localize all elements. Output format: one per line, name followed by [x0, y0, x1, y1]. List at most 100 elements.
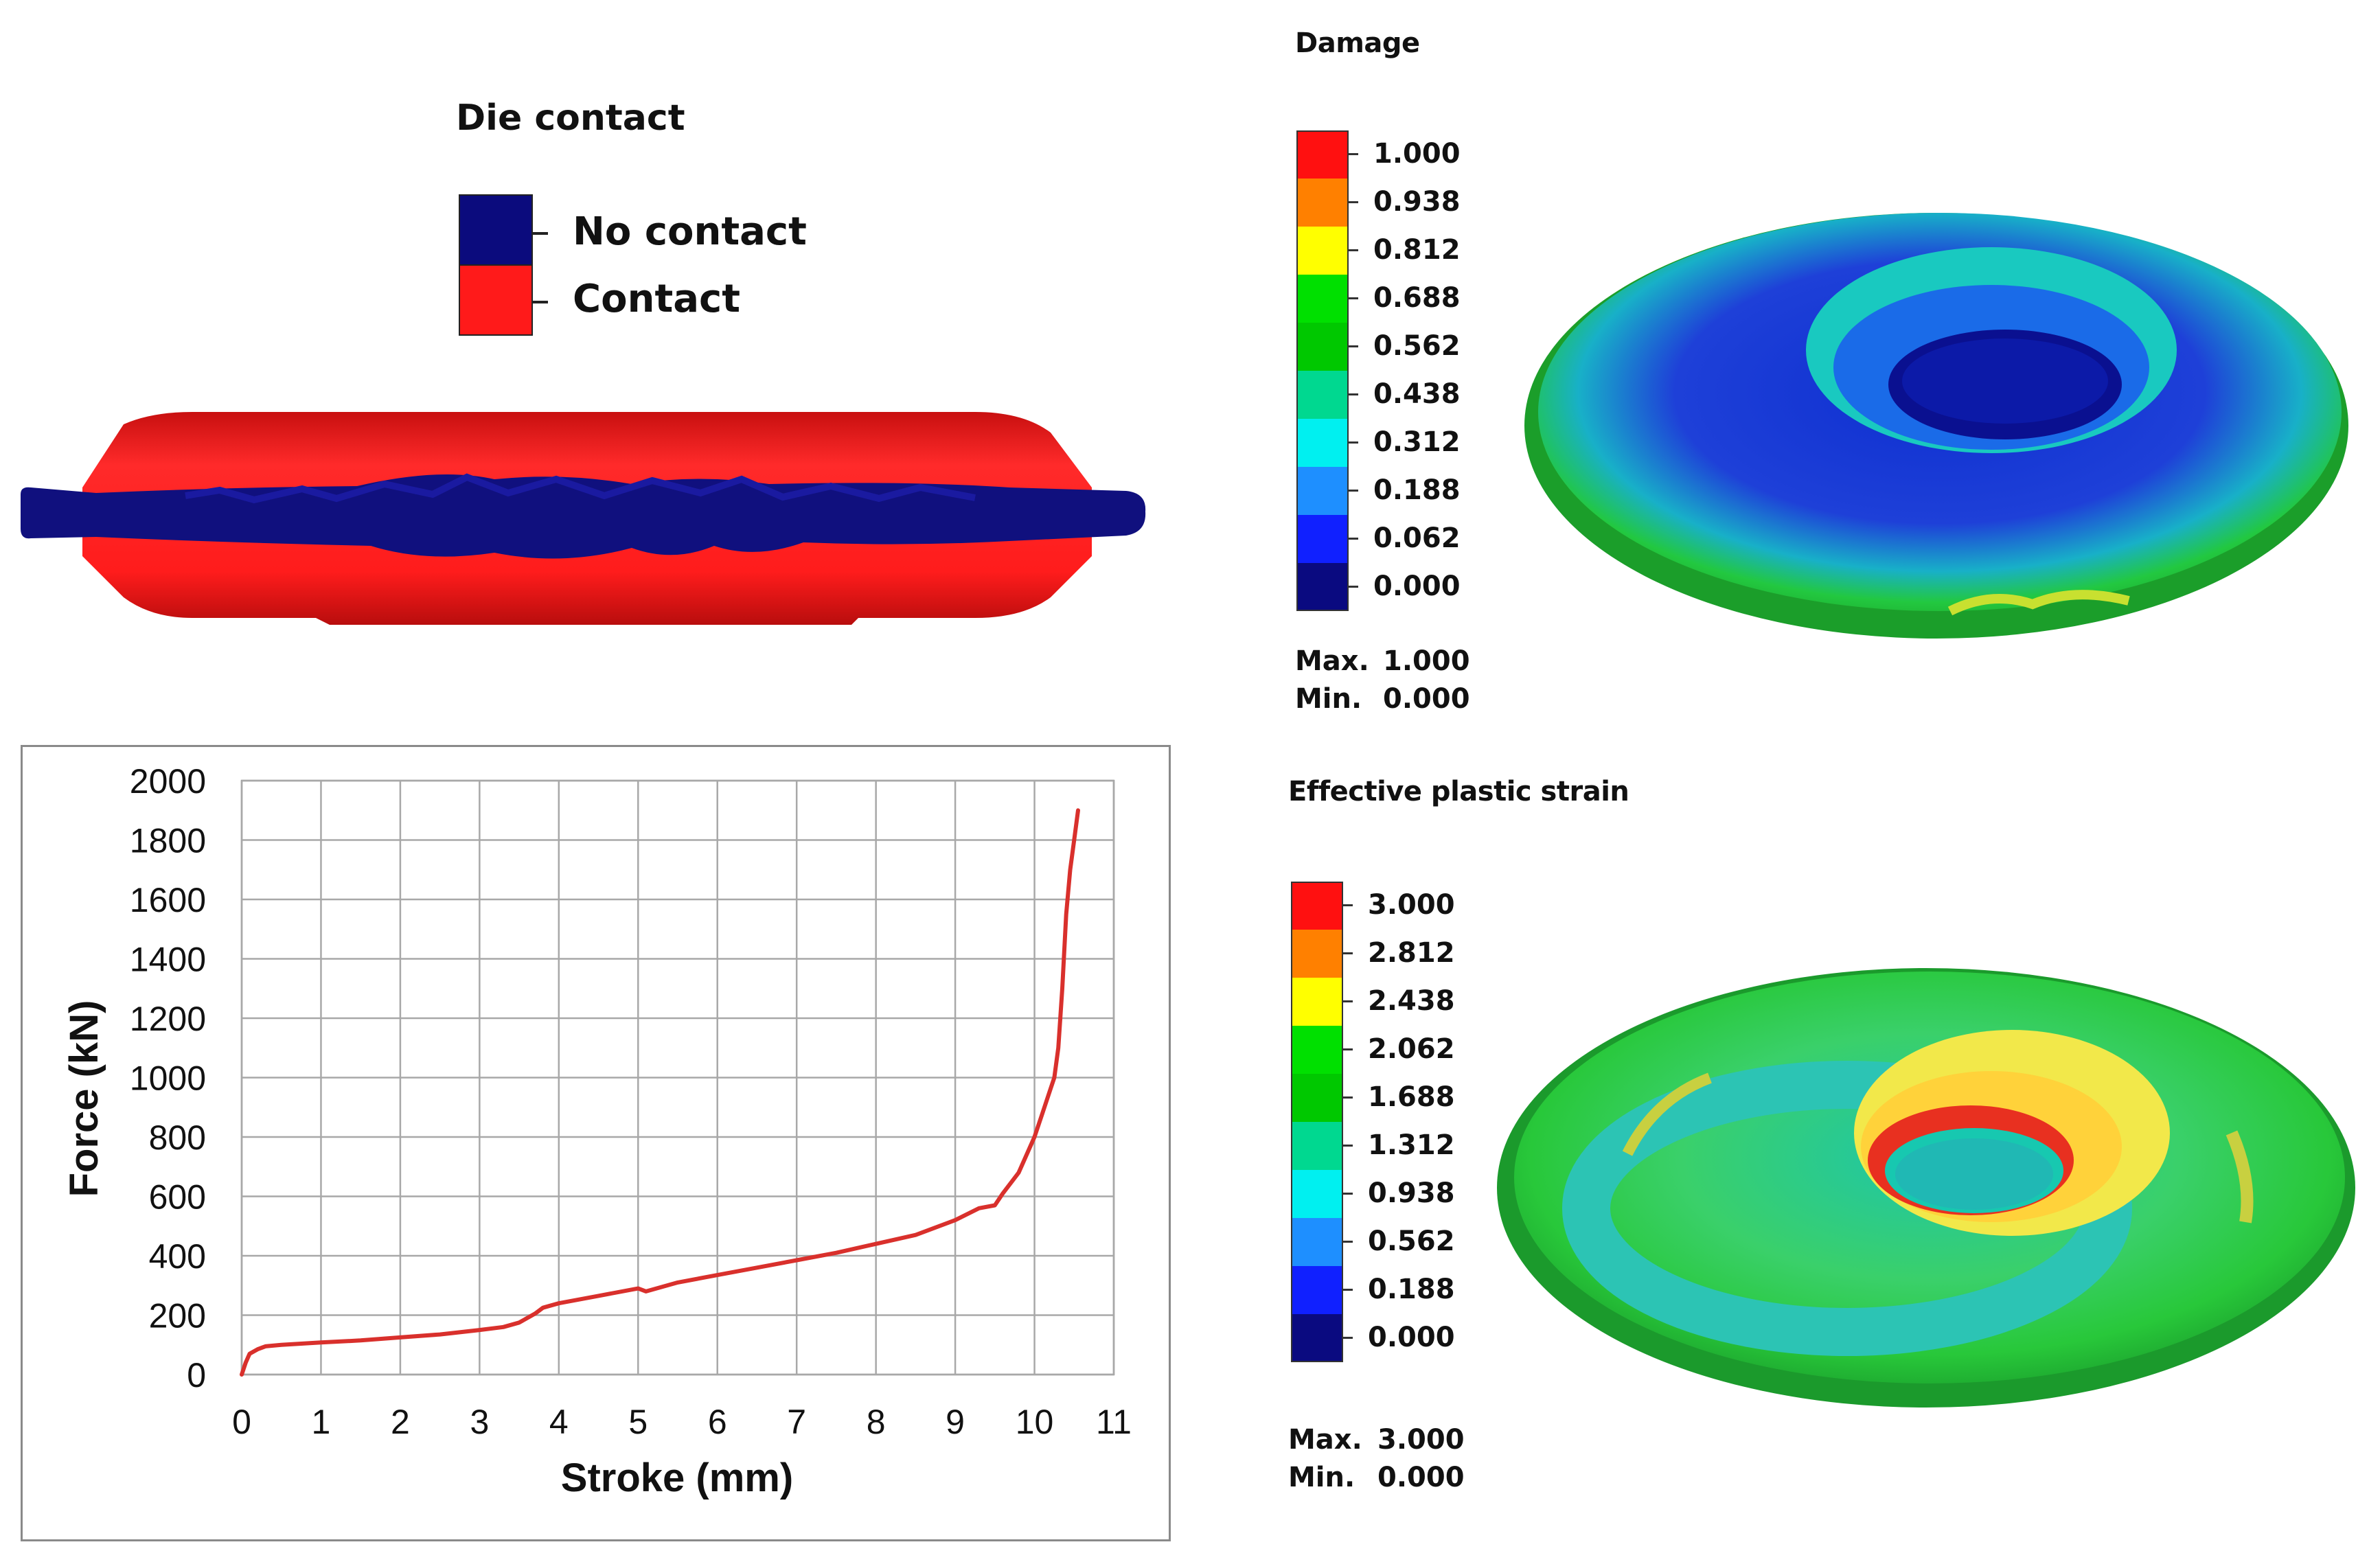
damage-scale-value: 0.562	[1373, 330, 1461, 362]
damage-scale-value: 0.062	[1373, 522, 1461, 554]
damage-scale-value: 0.688	[1373, 282, 1461, 314]
strain-scale-swatch	[1291, 882, 1343, 930]
strain-scale-tick	[1343, 1096, 1353, 1099]
damage-scale-swatch	[1296, 323, 1349, 371]
strain-scale-row: 1.688	[1291, 1074, 1469, 1122]
x-tick-label: 7	[787, 1403, 806, 1441]
strain-scale-swatch	[1291, 1074, 1343, 1122]
strain-contour-image	[1497, 968, 2355, 1408]
strain-scale-value: 0.000	[1368, 1322, 1455, 1353]
damage-scale-row: 0.000	[1296, 563, 1475, 611]
legend-tick-no-contact	[533, 232, 548, 235]
strain-scale-row: 0.562	[1291, 1218, 1469, 1266]
damage-min-value: 0.000	[1383, 683, 1470, 715]
x-tick-label: 1	[312, 1403, 331, 1441]
x-axis-title: Stroke (mm)	[561, 1456, 793, 1500]
x-tick-label: 5	[628, 1403, 648, 1441]
strain-scale-value: 0.938	[1368, 1177, 1455, 1209]
damage-scale-row: 0.688	[1296, 275, 1475, 323]
strain-max-label: Max.	[1288, 1424, 1362, 1456]
die-contact-title: Die contact	[456, 97, 685, 139]
strain-scale-value: 3.000	[1368, 889, 1455, 921]
force-stroke-chart-frame	[21, 745, 1171, 1541]
x-tick-label: 6	[708, 1403, 727, 1441]
strain-title: Effective plastic strain	[1288, 776, 1629, 807]
damage-color-scale: 1.000 0.938 0.812 0.688 0.562 0.438 0.312 0.188…	[1296, 130, 1475, 611]
strain-scale-value: 2.438	[1368, 985, 1455, 1017]
strain-scale-tick	[1343, 1000, 1353, 1002]
damage-min-label: Min.	[1295, 683, 1362, 715]
legend-swatch-no-contact	[459, 194, 533, 266]
damage-scale-row: 0.812	[1296, 227, 1475, 275]
strain-scale-tick	[1343, 1337, 1353, 1339]
y-tick-label: 400	[149, 1237, 206, 1276]
strain-max-value: 3.000	[1377, 1424, 1465, 1456]
damage-scale-swatch	[1296, 130, 1349, 179]
damage-scale-swatch	[1296, 275, 1349, 323]
die-contact-legend	[459, 194, 533, 336]
strain-scale-value: 2.062	[1368, 1033, 1455, 1065]
strain-scale-value: 0.562	[1368, 1226, 1455, 1257]
strain-scale-tick	[1343, 1048, 1353, 1050]
damage-scale-tick	[1349, 393, 1358, 395]
x-tick-label: 11	[1096, 1403, 1132, 1441]
damage-max-value: 1.000	[1383, 645, 1470, 677]
strain-scale-swatch	[1291, 930, 1343, 978]
strain-scale-tick	[1343, 904, 1353, 906]
y-tick-label: 2000	[130, 762, 206, 801]
y-tick-label: 1600	[130, 881, 206, 919]
legend-swatch-contact	[459, 264, 533, 336]
strain-scale-swatch	[1291, 978, 1343, 1026]
damage-scale-row: 0.312	[1296, 419, 1475, 467]
strain-min-value: 0.000	[1377, 1462, 1465, 1493]
strain-scale-tick	[1343, 1193, 1353, 1195]
y-tick-label: 600	[149, 1178, 206, 1217]
die-contact-part-image	[21, 412, 1146, 625]
strain-scale-swatch	[1291, 1122, 1343, 1170]
y-axis-title: Force (kN)	[62, 1000, 106, 1197]
y-tick-label: 1000	[130, 1059, 206, 1098]
x-tick-label: 3	[470, 1403, 489, 1441]
strain-scale-tick	[1343, 952, 1353, 954]
damage-scale-row: 0.938	[1296, 179, 1475, 227]
strain-scale-row: 2.438	[1291, 978, 1469, 1026]
damage-scale-row: 0.438	[1296, 371, 1475, 419]
x-tick-label: 8	[867, 1403, 886, 1441]
strain-scale-tick	[1343, 1145, 1353, 1147]
damage-scale-tick	[1349, 441, 1358, 444]
strain-scale-value: 1.312	[1368, 1129, 1455, 1161]
damage-scale-tick	[1349, 538, 1358, 540]
damage-scale-swatch	[1296, 371, 1349, 419]
damage-scale-row: 0.562	[1296, 323, 1475, 371]
strain-scale-value: 0.188	[1368, 1274, 1455, 1305]
strain-min-label: Min.	[1288, 1462, 1355, 1493]
strain-scale-row: 0.188	[1291, 1266, 1469, 1314]
strain-scale-tick	[1343, 1289, 1353, 1291]
damage-scale-tick	[1349, 249, 1358, 251]
y-tick-label: 200	[149, 1297, 206, 1335]
damage-scale-swatch	[1296, 515, 1349, 563]
strain-scale-row: 1.312	[1291, 1122, 1469, 1170]
damage-contour-image	[1524, 213, 2348, 639]
force-curve	[240, 808, 1080, 1377]
strain-scale-swatch	[1291, 1170, 1343, 1218]
y-tick-label: 0	[187, 1356, 206, 1394]
damage-scale-row: 0.062	[1296, 515, 1475, 563]
damage-scale-value: 0.188	[1373, 474, 1461, 506]
chart-grid	[240, 779, 1115, 1376]
damage-scale-value: 1.000	[1373, 138, 1461, 170]
strain-scale-row: 0.938	[1291, 1170, 1469, 1218]
damage-scale-swatch	[1296, 563, 1349, 611]
damage-scale-value: 0.000	[1373, 571, 1461, 602]
strain-scale-row: 0.000	[1291, 1314, 1469, 1362]
damage-scale-tick	[1349, 586, 1358, 588]
damage-max-label: Max.	[1295, 645, 1369, 677]
legend-tick-contact	[533, 301, 548, 303]
damage-scale-tick	[1349, 201, 1358, 203]
legend-label-contact: Contact	[573, 277, 740, 321]
damage-scale-swatch	[1296, 227, 1349, 275]
damage-scale-swatch	[1296, 419, 1349, 467]
strain-scale-tick	[1343, 1241, 1353, 1243]
y-tick-label: 800	[149, 1118, 206, 1157]
